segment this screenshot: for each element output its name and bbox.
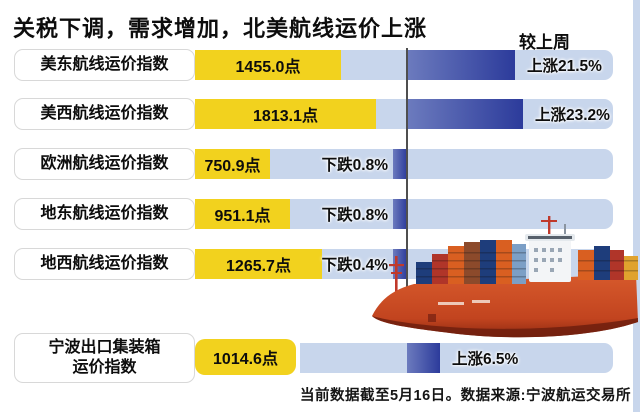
footer-source-note: 当前数据截至5月16日。数据来源:宁波航运交易所: [299, 388, 631, 404]
axis-line: [406, 48, 408, 312]
change-bar: [407, 50, 515, 80]
change-label: 上涨6.5%: [452, 351, 519, 368]
index-value-badge: 951.1点: [195, 199, 290, 229]
change-label: 下跌0.4%: [321, 257, 388, 274]
index-value-badge: 1265.7点: [195, 249, 322, 279]
index-value-badge: 1455.0点: [195, 50, 341, 80]
route-label: 美西航线运价指数: [14, 98, 195, 130]
bar-track: 1813.1点 上涨23.2%: [195, 99, 613, 129]
container-stacks-left: [416, 240, 526, 284]
change-label: 上涨23.2%: [535, 107, 610, 124]
index-value-badge: 1813.1点: [195, 99, 376, 129]
bar-track: 951.1点 下跌0.8%: [195, 199, 613, 229]
bar-track: 1455.0点 上涨21.5%: [195, 50, 613, 80]
change-bar: [407, 99, 523, 129]
route-label: 地东航线运价指数: [14, 198, 195, 230]
ship-hull: [372, 274, 638, 338]
right-edge-strip: [633, 0, 640, 412]
page-title: 关税下调，需求增加，北美航线运价上涨: [13, 16, 428, 41]
route-label: 欧洲航线运价指数: [14, 148, 195, 180]
bar-track: 1014.6点 上涨6.5%: [195, 339, 613, 375]
change-bar: [393, 149, 407, 179]
container-ship-illustration: [372, 216, 638, 338]
route-label: 宁波出口集装箱 运价指数: [14, 333, 195, 383]
column-header-vs-last-week: 较上周: [519, 33, 570, 52]
change-bar: [407, 343, 440, 373]
container-stacks-right: [578, 246, 638, 280]
bar-track: 750.9点 下跌0.8%: [195, 149, 613, 179]
bridge-superstructure: [525, 216, 575, 282]
change-label: 下跌0.8%: [321, 157, 388, 174]
change-bar: [393, 199, 407, 229]
route-label: 美东航线运价指数: [14, 49, 195, 81]
change-label: 上涨21.5%: [527, 58, 602, 75]
route-label: 地西航线运价指数: [14, 248, 195, 280]
change-label: 下跌0.8%: [321, 207, 388, 224]
index-value-badge: 750.9点: [195, 149, 270, 179]
bow-mast-icon: [389, 256, 404, 318]
index-value-badge: 1014.6点: [195, 339, 296, 375]
